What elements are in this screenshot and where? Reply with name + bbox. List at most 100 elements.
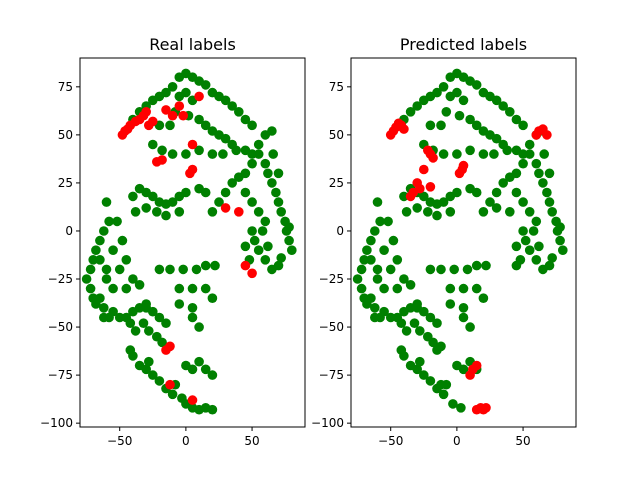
green-data-point: [412, 364, 423, 375]
green-data-point: [130, 326, 141, 336]
green-data-point: [95, 235, 105, 246]
green-data-point: [148, 139, 158, 150]
y-tick-label: −50: [48, 320, 73, 334]
green-data-point: [471, 120, 482, 131]
green-data-point: [491, 133, 502, 144]
green-data-point: [273, 260, 284, 271]
green-data-point: [456, 403, 466, 413]
green-data-point: [181, 149, 191, 159]
green-data-point: [366, 254, 376, 265]
green-data-point: [200, 187, 211, 198]
green-data-point: [425, 120, 436, 131]
green-data-point: [253, 149, 264, 159]
green-data-point: [200, 283, 211, 294]
real-labels-panel: Real labels −50 0 50 −100 −75 −50 −25 0 25 50 75: [40, 35, 306, 448]
green-data-point: [518, 158, 528, 169]
green-data-point: [438, 389, 449, 400]
green-data-point: [415, 356, 425, 367]
green-data-point: [511, 187, 522, 198]
green-data-point: [356, 264, 367, 275]
green-data-point: [366, 235, 376, 246]
green-data-point: [465, 145, 475, 156]
green-data-point: [465, 114, 475, 125]
green-data-point: [419, 95, 429, 106]
green-data-point: [247, 197, 257, 207]
green-data-point: [471, 187, 482, 198]
y-tick-label: −75: [48, 368, 73, 382]
green-data-point: [210, 260, 220, 271]
green-data-point: [260, 216, 271, 227]
green-data-point: [165, 120, 175, 131]
green-data-point: [531, 158, 542, 169]
green-data-point: [194, 145, 204, 156]
green-data-point: [432, 210, 442, 221]
green-data-point: [478, 207, 489, 217]
red-data-point: [185, 168, 195, 179]
red-data-point: [471, 360, 482, 371]
green-data-point: [547, 253, 557, 263]
green-data-point: [207, 370, 218, 380]
green-data-point: [399, 191, 409, 202]
green-data-point: [524, 149, 535, 159]
green-data-point: [502, 145, 512, 156]
green-data-point: [141, 303, 151, 313]
green-data-point: [528, 226, 539, 236]
green-data-point: [436, 264, 446, 275]
x-tick-label: 50: [244, 434, 259, 448]
green-data-point: [366, 293, 376, 304]
green-data-point: [372, 274, 383, 284]
green-data-point: [125, 345, 136, 355]
green-data-point: [108, 283, 118, 294]
green-data-point: [181, 187, 191, 198]
green-data-point: [194, 356, 204, 367]
red-data-point: [419, 164, 429, 175]
green-data-point: [284, 222, 294, 232]
green-data-point: [152, 207, 162, 217]
green-data-point: [99, 312, 109, 323]
red-data-point: [187, 139, 198, 150]
y-tick-label: −75: [319, 368, 344, 382]
red-data-point: [157, 155, 167, 165]
green-data-point: [200, 80, 211, 90]
green-data-point: [263, 241, 273, 252]
green-data-point: [531, 216, 542, 227]
green-data-point: [271, 187, 281, 198]
green-data-point: [148, 370, 158, 380]
green-data-point: [498, 178, 509, 188]
x-tick-label: 0: [453, 434, 461, 448]
green-data-point: [518, 197, 528, 207]
green-data-point: [154, 312, 165, 323]
green-data-point: [114, 312, 125, 323]
green-data-point: [114, 264, 125, 275]
green-data-point: [432, 345, 442, 355]
green-data-point: [157, 337, 167, 348]
green-data-point: [177, 393, 187, 404]
y-tick-label: −25: [319, 272, 344, 286]
green-data-point: [220, 133, 231, 144]
green-data-point: [260, 158, 271, 169]
green-data-point: [260, 254, 271, 265]
real-labels-plot-frame: [79, 57, 306, 428]
green-data-point: [471, 283, 482, 294]
green-data-point: [491, 203, 502, 213]
green-data-point: [187, 312, 198, 323]
green-data-point: [544, 197, 555, 207]
green-data-point: [117, 235, 128, 246]
green-data-point: [207, 149, 218, 159]
red-data-point: [174, 101, 185, 111]
green-data-point: [491, 95, 502, 106]
green-data-point: [511, 114, 522, 125]
x-tick-label: 50: [515, 434, 530, 448]
green-data-point: [547, 207, 557, 217]
green-data-point: [88, 254, 98, 265]
green-data-point: [101, 197, 112, 207]
green-data-point: [220, 95, 231, 106]
green-data-point: [253, 245, 264, 255]
green-data-point: [257, 226, 268, 236]
green-data-point: [491, 187, 502, 198]
green-data-point: [161, 210, 171, 221]
green-data-point: [534, 241, 544, 252]
green-data-point: [524, 139, 535, 150]
green-data-point: [85, 264, 96, 275]
